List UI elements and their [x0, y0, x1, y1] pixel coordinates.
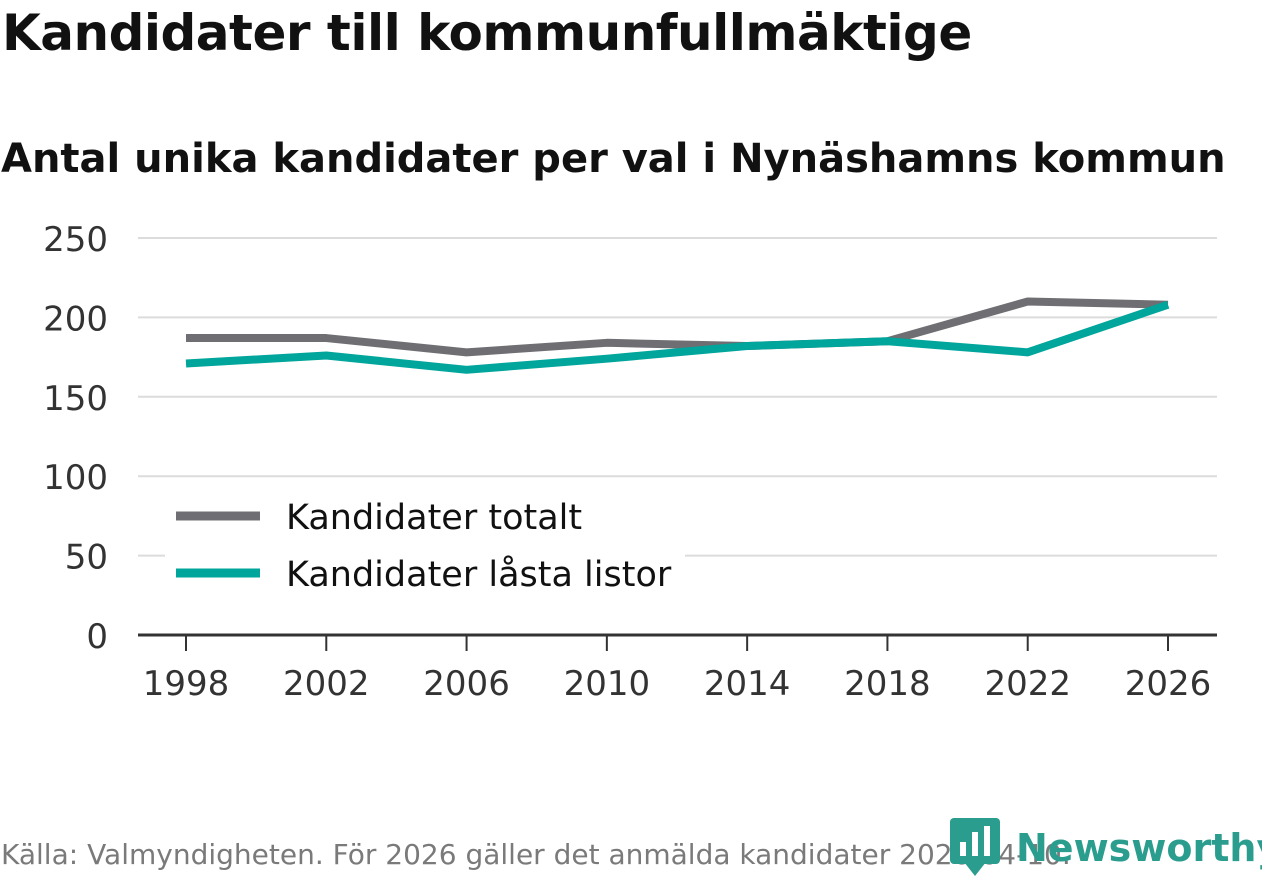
series-line-1	[186, 297, 1169, 357]
chart-subtitle: Antal unika kandidater per val i Nynäsha…	[1, 136, 1226, 182]
x-tick-label: 2010	[564, 664, 651, 704]
x-tick-label: 2002	[283, 664, 370, 704]
newsworthy-brand[interactable]: Newsworthy	[950, 818, 1262, 878]
chart-title: Kandidater till kommunfullmäktige	[2, 4, 972, 62]
y-tick-label: 150	[43, 379, 108, 419]
series-lines	[185, 297, 1170, 374]
data-point	[1027, 301, 1029, 303]
data-point	[325, 337, 327, 339]
data-point	[185, 337, 187, 339]
data-point	[1167, 304, 1169, 306]
x-tick-label: 2022	[984, 664, 1071, 704]
data-point	[466, 369, 468, 371]
y-axis-ticks: 0 50 100 150 200 250	[43, 220, 108, 657]
y-tick-label: 0	[86, 617, 108, 657]
legend: Kandidater totalt Kandidater låsta listor	[165, 488, 685, 600]
x-tick-label: 1998	[143, 664, 230, 704]
newsworthy-logo-icon	[950, 818, 1000, 876]
x-tick-label: 2018	[844, 664, 931, 704]
x-tick-label: 2006	[423, 664, 510, 704]
x-tick-label: 2026	[1125, 664, 1212, 704]
legend-label: Kandidater totalt	[286, 498, 582, 538]
source-note: Källa: Valmyndigheten. För 2026 gäller d…	[1, 838, 1071, 871]
data-point	[1027, 351, 1029, 353]
x-axis: 1998 2002 2006 2010 2014 2018 2022 2026	[138, 633, 1217, 704]
y-tick-label: 200	[43, 299, 108, 339]
brand-name: Newsworthy	[1016, 826, 1262, 870]
y-tick-label: 100	[43, 458, 108, 498]
x-tick-label: 2014	[704, 664, 791, 704]
y-tick-label: 250	[43, 220, 108, 260]
data-point	[185, 362, 187, 364]
data-point	[886, 340, 888, 342]
legend-background	[165, 488, 685, 600]
data-point	[606, 342, 608, 344]
legend-label: Kandidater låsta listor	[286, 554, 672, 595]
data-point	[466, 351, 468, 353]
series-line-2	[185, 300, 1170, 374]
data-point	[325, 355, 327, 357]
y-tick-label: 50	[65, 538, 108, 578]
data-point	[746, 345, 748, 347]
data-point	[606, 358, 608, 360]
